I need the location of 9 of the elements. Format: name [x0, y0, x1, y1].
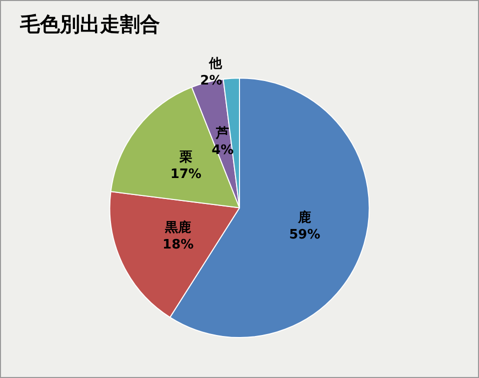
- slice-label: 栗: [178, 150, 192, 166]
- slice-label: 他: [208, 56, 224, 72]
- data-label: 18%: [162, 238, 194, 253]
- slice-label: 芦: [215, 126, 230, 142]
- slice-label: 黒鹿: [164, 220, 192, 236]
- chart-title: 毛色別出走割合: [19, 12, 160, 36]
- slice-label: 鹿: [297, 210, 312, 226]
- data-label: 17%: [170, 167, 202, 182]
- data-label: 59%: [289, 228, 320, 243]
